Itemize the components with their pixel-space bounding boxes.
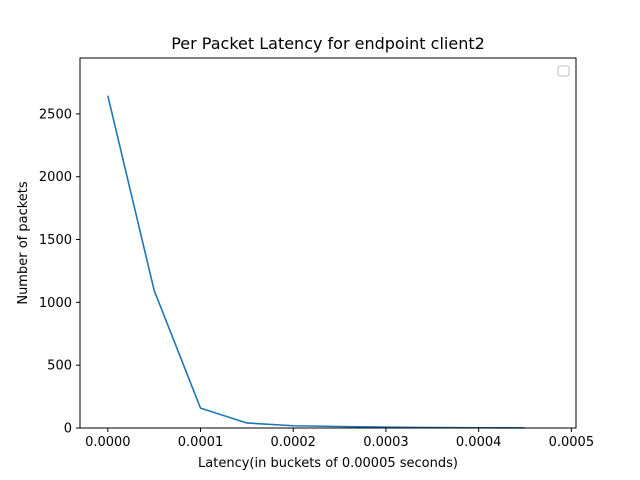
x-tick-label: 0.0004 — [456, 435, 502, 450]
y-axis-ticks: 0 500 1000 1500 2000 2500 — [39, 107, 80, 437]
x-tick-label: 0.0005 — [549, 435, 595, 450]
x-tick-label: 0.0002 — [270, 435, 316, 450]
x-tick-label: 0.0003 — [363, 435, 409, 450]
y-tick-label: 1000 — [39, 296, 72, 311]
chart-title: Per Packet Latency for endpoint client2 — [171, 34, 485, 53]
plot-frame — [79, 57, 577, 429]
y-tick-label: 500 — [47, 359, 72, 374]
y-tick-label: 2000 — [39, 170, 72, 185]
y-tick-label: 2500 — [39, 107, 72, 122]
x-tick-label: 0.0000 — [85, 435, 131, 450]
x-axis-ticks: 0.0000 0.0001 0.0002 0.0003 0.0004 0.0005 — [85, 428, 594, 450]
series-line-0 — [107, 95, 526, 429]
x-axis-label: Latency(in buckets of 0.00005 seconds) — [198, 456, 458, 471]
series-layer — [107, 95, 526, 429]
y-axis-label: Number of packets — [16, 181, 31, 305]
y-tick-label: 0 — [64, 422, 72, 437]
y-tick-label: 1500 — [39, 233, 72, 248]
x-tick-label: 0.0001 — [178, 435, 224, 450]
legend-box — [557, 65, 570, 77]
